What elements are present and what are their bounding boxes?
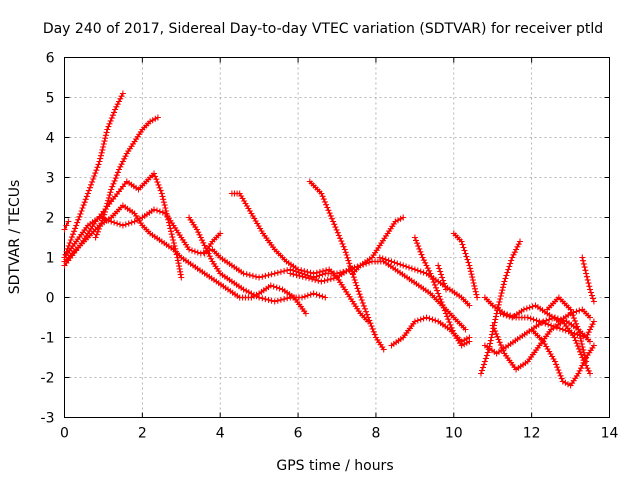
series-s2 <box>61 218 72 233</box>
series-s4 <box>92 114 161 241</box>
series-line <box>379 256 470 307</box>
series-line <box>309 180 385 350</box>
series-markers <box>201 230 224 257</box>
x-tick-label: 4 <box>216 426 225 442</box>
series-s5 <box>61 206 356 281</box>
series-markers <box>92 114 161 241</box>
x-axis-label: GPS time / hours <box>276 458 393 474</box>
series-s18 <box>478 238 523 377</box>
series-s9 <box>228 190 372 325</box>
x-tick-label: 2 <box>138 426 147 442</box>
x-tick-label: 14 <box>601 426 619 442</box>
series-markers <box>478 238 523 377</box>
y-tick-label: 2 <box>46 211 55 227</box>
series-markers <box>61 218 72 233</box>
series-s11 <box>287 258 469 333</box>
series-markers <box>450 230 481 301</box>
x-tick-label: 8 <box>371 426 380 442</box>
series-s8 <box>201 230 224 257</box>
y-tick-label: -1 <box>41 331 55 347</box>
series-markers <box>411 234 473 349</box>
series-s22 <box>497 302 593 325</box>
x-tick-label: 10 <box>445 426 463 442</box>
series-s23 <box>528 326 597 389</box>
series-s21 <box>489 318 593 377</box>
series-markers <box>61 202 309 317</box>
series-markers <box>435 262 449 293</box>
y-tick-label: 5 <box>46 91 55 107</box>
series-markers <box>528 326 597 389</box>
series-markers <box>306 178 387 353</box>
series-markers <box>228 190 372 325</box>
series-markers <box>349 214 407 277</box>
series-markers <box>489 318 593 377</box>
chart-title: Day 240 of 2017, Sidereal Day-to-day VTE… <box>43 21 603 37</box>
series-markers <box>481 294 597 341</box>
x-tick-label: 12 <box>523 426 541 442</box>
series-s6 <box>61 202 309 317</box>
series-s17 <box>450 230 481 301</box>
x-tick-label: 0 <box>60 426 69 442</box>
series-s24 <box>544 294 590 365</box>
y-tick-label: 3 <box>46 171 55 187</box>
y-tick-label: -2 <box>41 371 55 387</box>
series-s12 <box>349 214 407 277</box>
plot-frame <box>64 57 610 418</box>
series-markers <box>544 294 590 365</box>
series-line <box>188 217 326 303</box>
y-axis-label: SDTVAR / TECUs <box>7 180 23 295</box>
y-tick-label: -3 <box>41 411 55 427</box>
series-markers <box>497 302 593 325</box>
series-s25 <box>579 254 597 305</box>
series-markers <box>579 254 597 305</box>
y-tick-label: 4 <box>46 131 55 147</box>
y-tick-label: 6 <box>46 51 55 67</box>
y-tick-label: 1 <box>46 251 55 267</box>
series-markers <box>287 258 469 333</box>
series-line <box>453 232 478 298</box>
y-tick-label: 0 <box>46 291 55 307</box>
series-s10 <box>306 178 387 353</box>
x-tick-label: 6 <box>294 426 303 442</box>
data-series <box>61 90 597 389</box>
series-s16 <box>435 262 449 293</box>
series-s15 <box>411 234 473 349</box>
